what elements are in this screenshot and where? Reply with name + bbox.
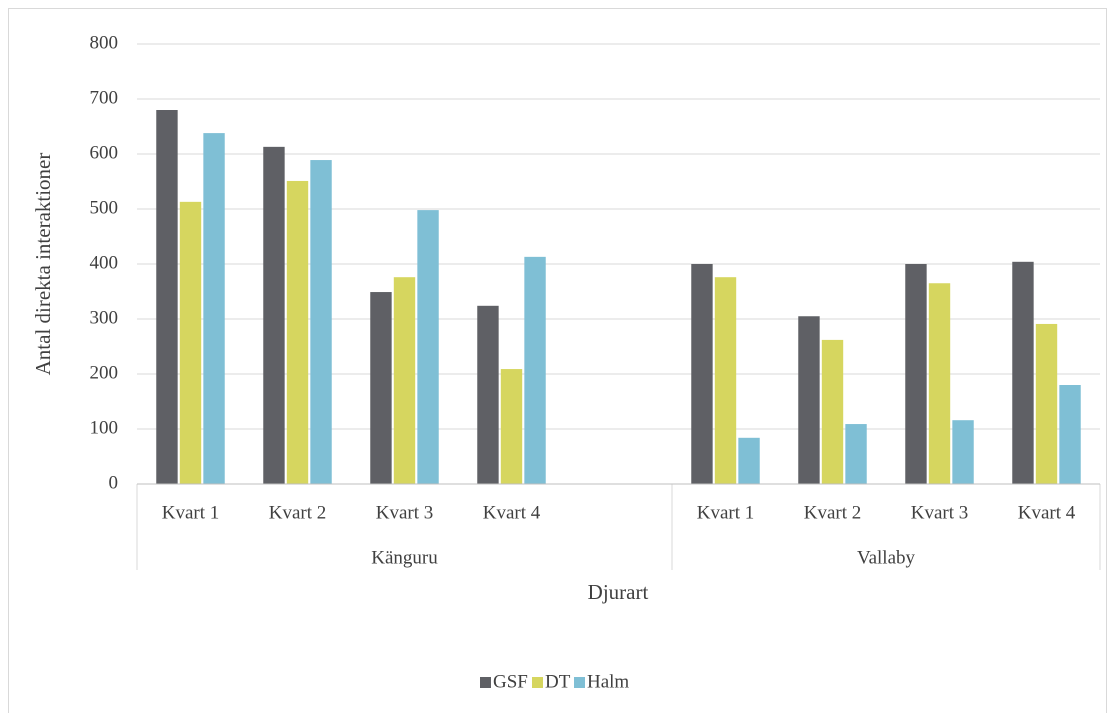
legend-label: Halm	[587, 671, 629, 692]
bar	[477, 305, 499, 484]
bar	[821, 339, 844, 484]
x-tick-label: Kvart 1	[697, 502, 755, 523]
y-tick-label: 600	[90, 142, 119, 163]
bar	[310, 160, 332, 485]
bar	[1059, 385, 1081, 484]
bar	[691, 264, 713, 484]
x-tick-label: Kvart 1	[162, 502, 220, 523]
y-tick-label: 500	[90, 197, 119, 218]
y-tick-label: 400	[90, 252, 119, 273]
y-tick-label: 300	[90, 307, 119, 328]
bar	[798, 316, 820, 484]
legend-label: DT	[545, 671, 571, 692]
bar	[952, 420, 974, 484]
group-label: Känguru	[371, 547, 438, 568]
y-tick-label: 0	[109, 472, 119, 493]
bar	[845, 424, 867, 484]
legend-swatch	[532, 677, 543, 688]
bar	[500, 369, 523, 484]
x-tick-label: Kvart 3	[376, 502, 434, 523]
bar	[156, 110, 178, 484]
bar	[263, 146, 285, 484]
bar	[1035, 323, 1058, 484]
legend-label: GSF	[493, 671, 528, 692]
bar	[1012, 261, 1034, 484]
bar	[738, 437, 760, 484]
chart-frame	[8, 8, 1107, 713]
x-axis-label: Djurart	[588, 580, 649, 604]
bar	[714, 277, 737, 484]
x-tick-label: Kvart 4	[483, 502, 541, 523]
x-tick-label: Kvart 2	[269, 502, 327, 523]
x-tick-label: Kvart 3	[911, 502, 969, 523]
legend-swatch	[574, 677, 585, 688]
bar	[370, 292, 392, 484]
bar	[905, 264, 927, 484]
bar	[286, 180, 309, 484]
group-label: Vallaby	[857, 547, 916, 568]
y-tick-label: 800	[90, 32, 119, 53]
bar	[524, 256, 546, 484]
bar	[928, 283, 951, 484]
legend-swatch	[480, 677, 491, 688]
bar	[203, 133, 225, 484]
y-tick-label: 700	[90, 87, 119, 108]
x-tick-label: Kvart 4	[1018, 502, 1076, 523]
bar	[417, 210, 439, 484]
y-axis-label: Antal direkta interaktioner	[31, 153, 55, 376]
bar	[393, 277, 416, 484]
x-tick-label: Kvart 2	[804, 502, 862, 523]
y-tick-label: 200	[90, 362, 119, 383]
y-tick-label: 100	[90, 417, 119, 438]
bar	[179, 201, 202, 484]
